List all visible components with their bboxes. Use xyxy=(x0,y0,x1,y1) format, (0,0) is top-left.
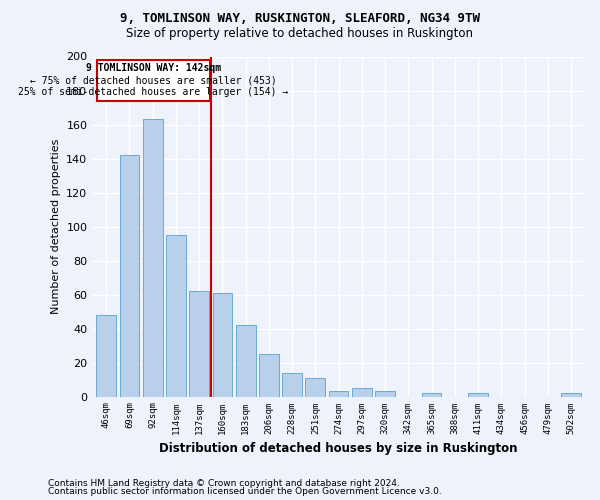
Bar xyxy=(352,388,372,396)
Bar xyxy=(282,373,302,396)
Bar xyxy=(143,120,163,396)
Text: 9 TOMLINSON WAY: 142sqm: 9 TOMLINSON WAY: 142sqm xyxy=(86,64,221,74)
Bar xyxy=(119,155,139,396)
Bar xyxy=(189,291,209,397)
Bar xyxy=(468,393,488,396)
Bar xyxy=(422,393,442,396)
X-axis label: Distribution of detached houses by size in Ruskington: Distribution of detached houses by size … xyxy=(160,442,518,455)
Bar xyxy=(212,293,232,397)
Bar xyxy=(166,235,186,396)
FancyBboxPatch shape xyxy=(97,60,211,100)
Bar xyxy=(305,378,325,396)
Bar xyxy=(375,392,395,396)
Bar xyxy=(259,354,279,397)
Bar xyxy=(329,392,349,396)
Bar xyxy=(236,325,256,396)
Text: 9, TOMLINSON WAY, RUSKINGTON, SLEAFORD, NG34 9TW: 9, TOMLINSON WAY, RUSKINGTON, SLEAFORD, … xyxy=(120,12,480,26)
Text: 25% of semi-detached houses are larger (154) →: 25% of semi-detached houses are larger (… xyxy=(19,87,289,97)
Text: Contains public sector information licensed under the Open Government Licence v3: Contains public sector information licen… xyxy=(48,487,442,496)
Text: Contains HM Land Registry data © Crown copyright and database right 2024.: Contains HM Land Registry data © Crown c… xyxy=(48,478,400,488)
Bar xyxy=(561,393,581,396)
Bar xyxy=(96,315,116,396)
Text: Size of property relative to detached houses in Ruskington: Size of property relative to detached ho… xyxy=(127,28,473,40)
Y-axis label: Number of detached properties: Number of detached properties xyxy=(50,139,61,314)
Text: ← 75% of detached houses are smaller (453): ← 75% of detached houses are smaller (45… xyxy=(30,75,277,85)
